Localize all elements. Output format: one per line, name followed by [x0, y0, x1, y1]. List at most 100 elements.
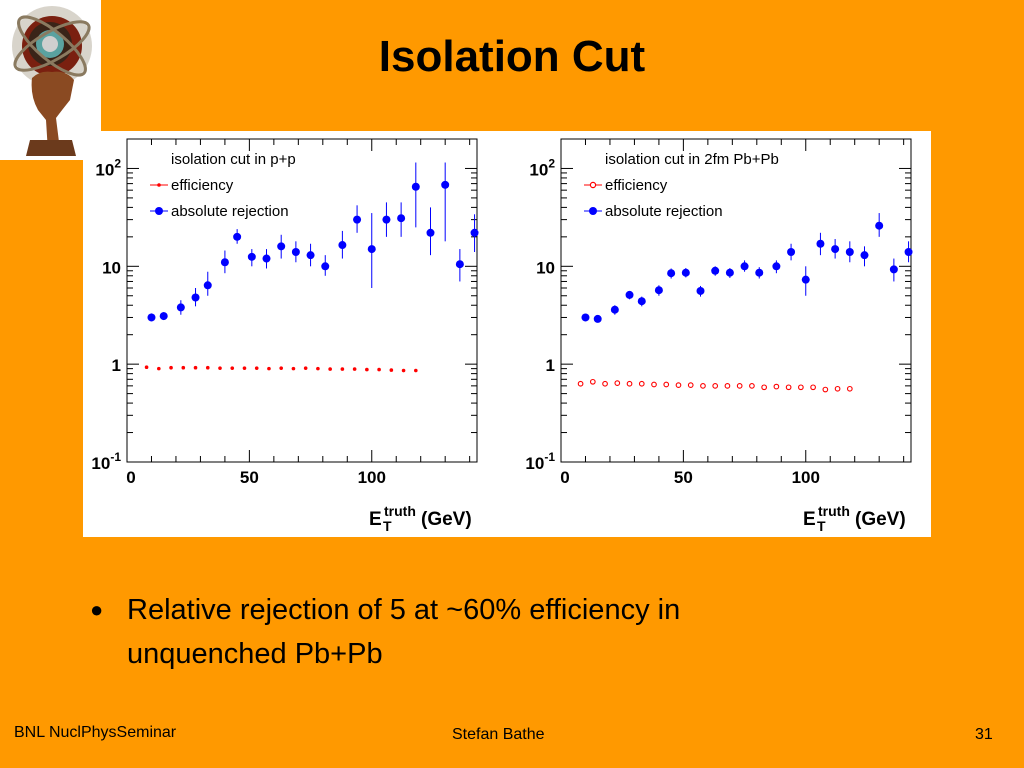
data-point: [761, 384, 767, 391]
y-tick-label: 102: [95, 156, 121, 179]
legend-marker: [589, 181, 597, 189]
y-tick-label: 10-1: [91, 450, 121, 473]
data-point: [247, 252, 256, 261]
data-point: [191, 293, 200, 302]
x-axis-label-main: E: [369, 509, 382, 530]
data-point: [220, 258, 229, 267]
data-point: [773, 383, 780, 390]
data-point: [291, 366, 296, 371]
data-point: [279, 366, 283, 370]
x-axis-label-unit: (GeV): [855, 509, 906, 530]
x-axis-label-main: E: [803, 509, 816, 530]
data-point: [614, 380, 621, 386]
data-point: [651, 381, 657, 388]
legend-label: absolute rejection: [605, 203, 723, 220]
data-point: [798, 384, 804, 391]
x-tick-label: 0: [126, 468, 135, 487]
data-point: [667, 269, 676, 278]
data-point: [724, 383, 731, 389]
data-point: [589, 378, 596, 385]
legend-label: absolute rejection: [171, 203, 289, 220]
x-axis-label-sub: T: [817, 518, 826, 534]
footer-page-number: 31: [975, 726, 993, 743]
data-point: [772, 262, 781, 271]
x-axis-label-unit: (GeV): [421, 509, 472, 530]
data-point: [602, 380, 608, 387]
data-point: [365, 367, 369, 372]
data-point: [254, 366, 259, 370]
data-point: [712, 383, 719, 389]
x-tick-label: 50: [240, 468, 259, 487]
data-point: [736, 383, 743, 389]
data-point: [845, 248, 854, 257]
data-point: [740, 262, 749, 271]
plot-frame: [126, 138, 478, 463]
data-point: [382, 215, 391, 224]
data-point: [455, 260, 464, 269]
y-tick-label: 10-1: [525, 450, 555, 473]
y-tick-label: 1: [112, 356, 121, 375]
x-tick-label: 50: [674, 468, 693, 487]
data-point: [176, 303, 185, 312]
data-point: [159, 312, 168, 321]
data-point: [675, 382, 682, 389]
data-point: [700, 383, 706, 389]
data-point: [426, 228, 435, 237]
data-point: [414, 368, 418, 373]
data-point: [397, 214, 406, 223]
legend-label: efficiency: [171, 177, 234, 194]
data-point: [626, 380, 633, 387]
plot-frame: [560, 138, 912, 463]
slide-title: Isolation Cut: [378, 32, 646, 81]
x-axis-label-sup: truth: [384, 503, 416, 519]
y-tick-label: 10: [536, 258, 555, 277]
data-point: [233, 232, 242, 241]
data-point: [230, 366, 235, 370]
data-point: [875, 221, 884, 230]
data-point: [169, 365, 173, 370]
data-point: [610, 305, 619, 314]
data-point: [638, 380, 645, 387]
data-point: [277, 242, 286, 251]
data-point: [687, 382, 694, 389]
data-point: [581, 313, 590, 322]
data-point: [352, 367, 357, 371]
data-point: [303, 366, 308, 370]
bullet-text: Relative rejection of 5 at ~60% efficien…: [127, 594, 681, 670]
data-point: [262, 254, 271, 263]
data-point: [267, 366, 271, 371]
data-point: [441, 180, 450, 189]
legend-marker: [589, 207, 597, 215]
data-point: [801, 275, 810, 284]
data-point: [340, 367, 345, 371]
data-point: [328, 367, 332, 371]
data-point: [816, 239, 825, 248]
data-point: [291, 248, 300, 257]
data-point: [411, 182, 420, 191]
data-point: [681, 268, 690, 277]
x-tick-label: 100: [358, 468, 386, 487]
legend-label: efficiency: [605, 177, 668, 194]
data-point: [338, 241, 347, 250]
y-tick-label: 102: [529, 156, 555, 179]
data-point: [389, 368, 394, 372]
x-tick-label: 0: [560, 468, 569, 487]
data-point: [577, 380, 584, 387]
data-point: [696, 286, 705, 295]
y-tick-label: 1: [546, 356, 555, 375]
data-point: [181, 365, 186, 370]
data-point: [860, 251, 869, 260]
data-point: [711, 266, 720, 275]
data-point: [822, 386, 829, 393]
legend-marker: [155, 207, 163, 215]
data-point: [654, 286, 663, 295]
footer-presenter: Stefan Bathe: [452, 726, 545, 743]
data-point: [242, 366, 247, 370]
data-point: [470, 228, 479, 237]
bullet-dot-icon: ●: [90, 597, 104, 622]
x-tick-label: 100: [792, 468, 820, 487]
